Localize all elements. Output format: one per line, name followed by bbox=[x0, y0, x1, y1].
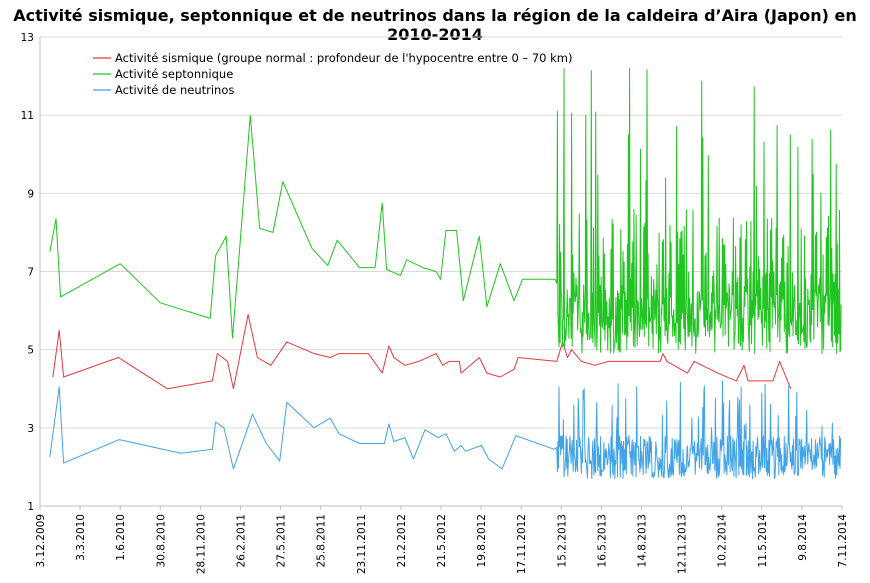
x-tick-label: 27.5.2011 bbox=[276, 514, 288, 567]
x-tick-label: 25.8.2011 bbox=[316, 514, 328, 567]
y-tick-label: 13 bbox=[21, 32, 34, 44]
series-line bbox=[49, 67, 842, 355]
x-tick-label: 9.8.2014 bbox=[797, 514, 809, 561]
legend-label: Activité de neutrinos bbox=[115, 83, 234, 97]
x-tick-label: 1.6.2010 bbox=[115, 514, 127, 561]
x-tick-label: 3.3.2010 bbox=[75, 514, 87, 561]
x-tick-label: 3.12.2009 bbox=[35, 514, 47, 567]
chart-title: Activité sismique, septonnique et de neu… bbox=[13, 6, 857, 44]
x-tick-label: 23.11.2011 bbox=[356, 514, 368, 574]
x-tick-label: 28.11.2010 bbox=[195, 514, 207, 574]
x-tick-label: 11.5.2014 bbox=[757, 514, 769, 568]
x-tick-label: 21.5.2012 bbox=[436, 514, 448, 567]
y-tick-label: 5 bbox=[27, 345, 34, 357]
x-tick-label: 17.11.2012 bbox=[516, 514, 528, 574]
x-tick-label: 14.8.2013 bbox=[637, 514, 649, 567]
x-tick-label: 30.8.2010 bbox=[155, 514, 167, 567]
x-tick-label: 26.2.2011 bbox=[236, 514, 248, 567]
y-tick-label: 3 bbox=[27, 423, 34, 435]
x-tick-label: 21.2.2012 bbox=[396, 514, 408, 567]
legend-label: Activité septonnique bbox=[115, 67, 233, 81]
x-tick-label: 7.11.2014 bbox=[837, 514, 849, 568]
y-tick-label: 11 bbox=[21, 110, 34, 122]
x-tick-label: 19.8.2012 bbox=[476, 514, 488, 567]
y-tick-label: 1 bbox=[27, 501, 34, 513]
x-tick-label: 16.5.2013 bbox=[596, 514, 608, 567]
y-tick-label: 7 bbox=[27, 267, 34, 279]
x-tick-label: 10.2.2014 bbox=[717, 514, 729, 568]
x-tick-label: 12.11.2013 bbox=[677, 514, 689, 574]
series-line bbox=[49, 380, 842, 480]
legend-label: Activité sismique (groupe normal : profo… bbox=[115, 51, 572, 65]
y-tick-label: 9 bbox=[27, 188, 34, 200]
x-tick-label: 15.2.2013 bbox=[556, 514, 568, 567]
series-line bbox=[52, 314, 792, 390]
